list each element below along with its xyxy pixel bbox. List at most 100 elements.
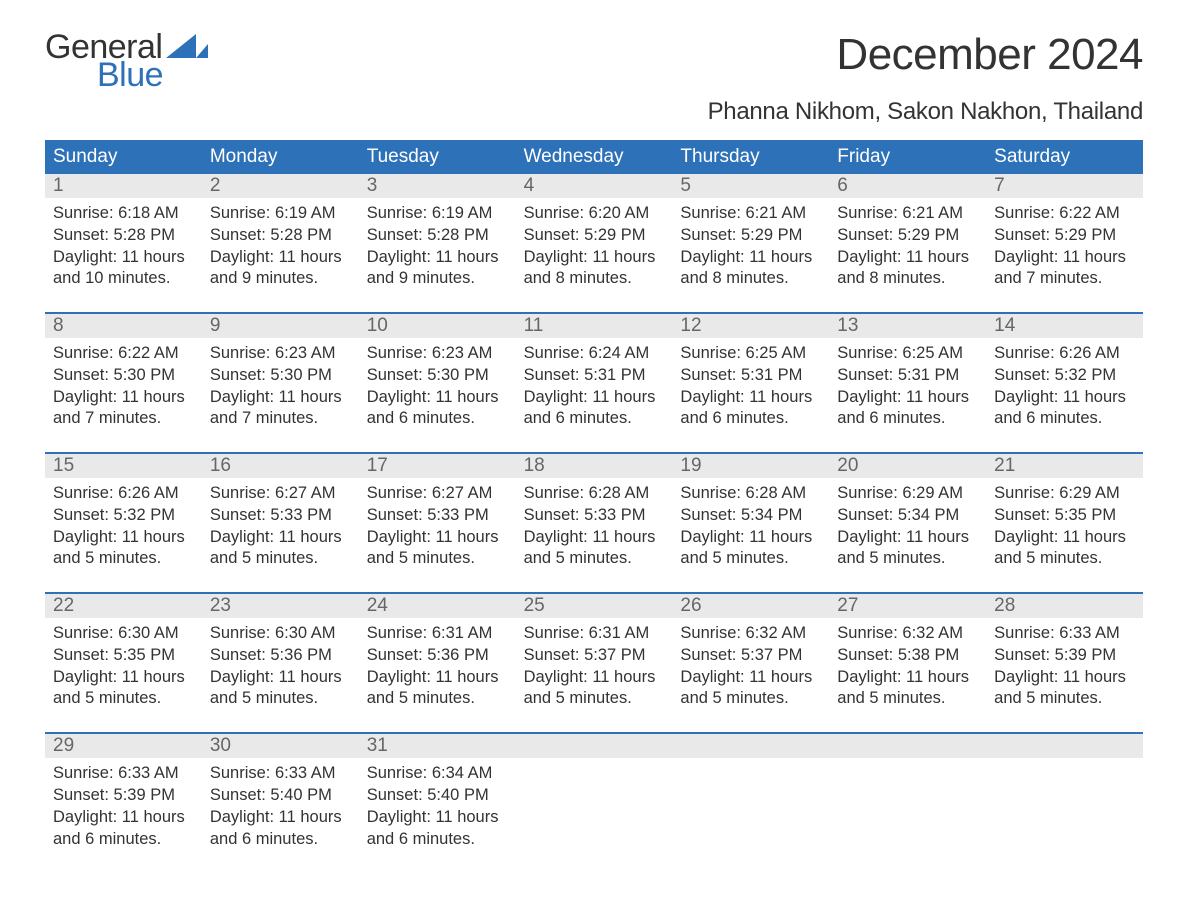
sunset-line: Sunset: 5:37 PM <box>680 645 821 667</box>
daylight-line-2: and 5 minutes. <box>837 688 978 710</box>
daylight-line-1: Daylight: 11 hours <box>210 247 351 269</box>
day-number: 24 <box>359 594 516 618</box>
sunset-line: Sunset: 5:29 PM <box>524 225 665 247</box>
sunset-line: Sunset: 5:30 PM <box>53 365 194 387</box>
daylight-line-2: and 5 minutes. <box>837 548 978 570</box>
day-number: 22 <box>45 594 202 618</box>
day-number: 4 <box>516 174 673 198</box>
daylight-line-1: Daylight: 11 hours <box>210 527 351 549</box>
day-number: 23 <box>202 594 359 618</box>
sunrise-line: Sunrise: 6:29 AM <box>837 483 978 505</box>
day-number: 16 <box>202 454 359 478</box>
week-row: 1234567Sunrise: 6:18 AMSunset: 5:28 PMDa… <box>45 174 1143 290</box>
daynum-row: 293031 <box>45 734 1143 758</box>
sunrise-line: Sunrise: 6:26 AM <box>53 483 194 505</box>
day-number: 6 <box>829 174 986 198</box>
daylight-line-2: and 6 minutes. <box>367 408 508 430</box>
day-cell: Sunrise: 6:21 AMSunset: 5:29 PMDaylight:… <box>672 198 829 290</box>
sunset-line: Sunset: 5:29 PM <box>994 225 1135 247</box>
daylight-line-2: and 5 minutes. <box>680 548 821 570</box>
day-cell: Sunrise: 6:27 AMSunset: 5:33 PMDaylight:… <box>359 478 516 570</box>
day-number: 28 <box>986 594 1143 618</box>
day-cell: Sunrise: 6:21 AMSunset: 5:29 PMDaylight:… <box>829 198 986 290</box>
daylight-line-2: and 5 minutes. <box>367 548 508 570</box>
sunset-line: Sunset: 5:32 PM <box>53 505 194 527</box>
sunrise-line: Sunrise: 6:22 AM <box>53 343 194 365</box>
day-cell: Sunrise: 6:18 AMSunset: 5:28 PMDaylight:… <box>45 198 202 290</box>
day-cell: Sunrise: 6:34 AMSunset: 5:40 PMDaylight:… <box>359 758 516 850</box>
day-cell: Sunrise: 6:19 AMSunset: 5:28 PMDaylight:… <box>359 198 516 290</box>
daylight-line-1: Daylight: 11 hours <box>837 387 978 409</box>
daylight-line-1: Daylight: 11 hours <box>53 247 194 269</box>
sunset-line: Sunset: 5:34 PM <box>837 505 978 527</box>
daylight-line-1: Daylight: 11 hours <box>680 247 821 269</box>
sunrise-line: Sunrise: 6:19 AM <box>367 203 508 225</box>
week-row: 15161718192021Sunrise: 6:26 AMSunset: 5:… <box>45 452 1143 570</box>
sunset-line: Sunset: 5:33 PM <box>524 505 665 527</box>
daylight-line-1: Daylight: 11 hours <box>524 527 665 549</box>
daylight-line-2: and 9 minutes. <box>367 268 508 290</box>
daylight-line-1: Daylight: 11 hours <box>994 387 1135 409</box>
page-title: December 2024 <box>836 30 1143 80</box>
weekday-header: Friday <box>829 140 986 174</box>
daylight-line-1: Daylight: 11 hours <box>680 667 821 689</box>
day-cell: Sunrise: 6:29 AMSunset: 5:34 PMDaylight:… <box>829 478 986 570</box>
day-cell: Sunrise: 6:33 AMSunset: 5:40 PMDaylight:… <box>202 758 359 850</box>
sunrise-line: Sunrise: 6:23 AM <box>367 343 508 365</box>
day-cell: Sunrise: 6:28 AMSunset: 5:33 PMDaylight:… <box>516 478 673 570</box>
day-number: 17 <box>359 454 516 478</box>
logo-triangle-icon <box>166 32 208 62</box>
sunset-line: Sunset: 5:30 PM <box>367 365 508 387</box>
day-number: 29 <box>45 734 202 758</box>
daylight-line-1: Daylight: 11 hours <box>53 667 194 689</box>
daylight-line-2: and 8 minutes. <box>524 268 665 290</box>
day-number: 30 <box>202 734 359 758</box>
day-number: 5 <box>672 174 829 198</box>
daylight-line-2: and 6 minutes. <box>994 408 1135 430</box>
daylight-line-2: and 7 minutes. <box>53 408 194 430</box>
weekday-header: Thursday <box>672 140 829 174</box>
sunset-line: Sunset: 5:39 PM <box>994 645 1135 667</box>
daylight-line-1: Daylight: 11 hours <box>53 387 194 409</box>
sunrise-line: Sunrise: 6:28 AM <box>524 483 665 505</box>
day-cell: Sunrise: 6:33 AMSunset: 5:39 PMDaylight:… <box>986 618 1143 710</box>
sunrise-line: Sunrise: 6:28 AM <box>680 483 821 505</box>
sunrise-line: Sunrise: 6:27 AM <box>210 483 351 505</box>
sunrise-line: Sunrise: 6:31 AM <box>524 623 665 645</box>
day-cell <box>986 758 1143 850</box>
sunrise-line: Sunrise: 6:31 AM <box>367 623 508 645</box>
daylight-line-1: Daylight: 11 hours <box>837 527 978 549</box>
daylight-line-1: Daylight: 11 hours <box>524 667 665 689</box>
sunrise-line: Sunrise: 6:25 AM <box>680 343 821 365</box>
day-number: 25 <box>516 594 673 618</box>
sunrise-line: Sunrise: 6:33 AM <box>53 763 194 785</box>
sunrise-line: Sunrise: 6:26 AM <box>994 343 1135 365</box>
sunset-line: Sunset: 5:40 PM <box>367 785 508 807</box>
sunrise-line: Sunrise: 6:23 AM <box>210 343 351 365</box>
sunset-line: Sunset: 5:28 PM <box>367 225 508 247</box>
sunrise-line: Sunrise: 6:22 AM <box>994 203 1135 225</box>
daylight-line-1: Daylight: 11 hours <box>367 247 508 269</box>
daylight-line-1: Daylight: 11 hours <box>994 527 1135 549</box>
daynum-row: 22232425262728 <box>45 594 1143 618</box>
sunset-line: Sunset: 5:31 PM <box>837 365 978 387</box>
sunset-line: Sunset: 5:30 PM <box>210 365 351 387</box>
sunset-line: Sunset: 5:40 PM <box>210 785 351 807</box>
sunrise-line: Sunrise: 6:24 AM <box>524 343 665 365</box>
day-number: 31 <box>359 734 516 758</box>
sunset-line: Sunset: 5:32 PM <box>994 365 1135 387</box>
weekday-header: Wednesday <box>516 140 673 174</box>
daylight-line-2: and 6 minutes. <box>210 829 351 851</box>
daylight-line-1: Daylight: 11 hours <box>367 387 508 409</box>
week-row: 293031Sunrise: 6:33 AMSunset: 5:39 PMDay… <box>45 732 1143 850</box>
day-cell: Sunrise: 6:23 AMSunset: 5:30 PMDaylight:… <box>202 338 359 430</box>
daylight-line-2: and 7 minutes. <box>994 268 1135 290</box>
day-cell: Sunrise: 6:20 AMSunset: 5:29 PMDaylight:… <box>516 198 673 290</box>
day-number: 8 <box>45 314 202 338</box>
daylight-line-2: and 6 minutes. <box>53 829 194 851</box>
day-cell: Sunrise: 6:25 AMSunset: 5:31 PMDaylight:… <box>829 338 986 430</box>
day-number: 21 <box>986 454 1143 478</box>
daynum-row: 1234567 <box>45 174 1143 198</box>
daylight-line-2: and 8 minutes. <box>680 268 821 290</box>
daylight-line-2: and 8 minutes. <box>837 268 978 290</box>
